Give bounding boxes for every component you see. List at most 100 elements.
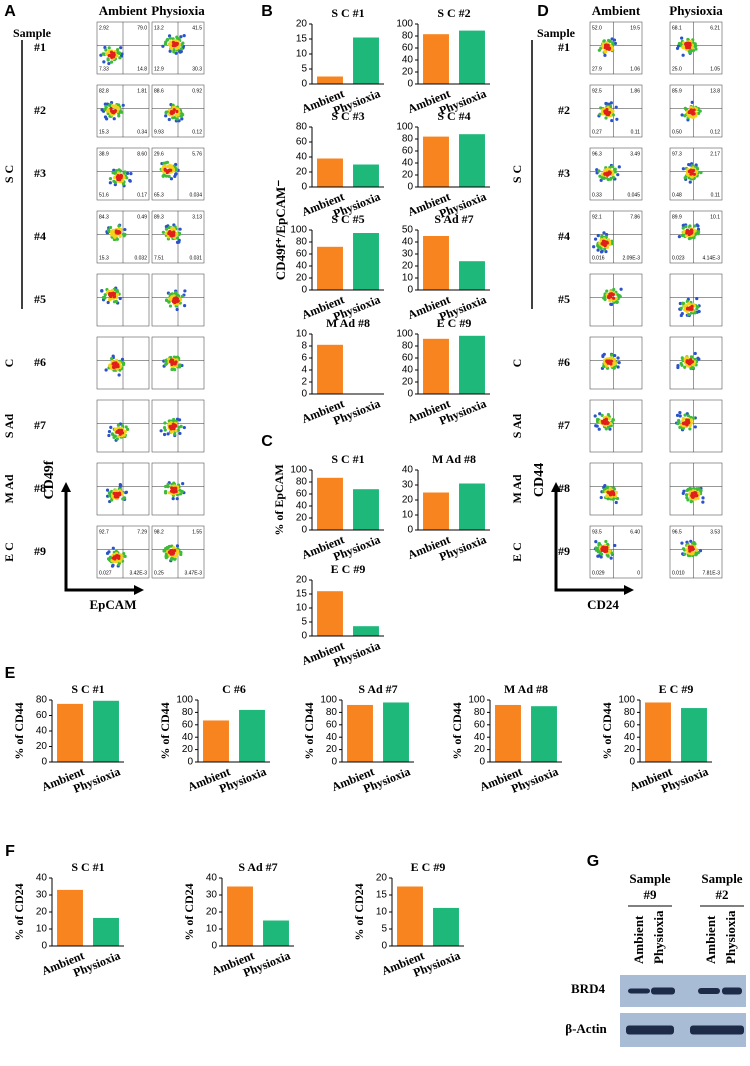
quadrant-value: 7.86 bbox=[630, 214, 640, 220]
flow-dot bbox=[175, 117, 179, 121]
flow-frame bbox=[669, 273, 723, 327]
flow-dot bbox=[173, 367, 177, 372]
flow-plot bbox=[669, 462, 723, 516]
flow-dot bbox=[174, 298, 178, 302]
y-tick-label: 10 bbox=[402, 273, 414, 284]
flow-dot bbox=[690, 100, 694, 104]
quadrant-value: 15.3 bbox=[99, 129, 109, 135]
y-tick-label: 100 bbox=[396, 122, 413, 133]
y-tick-label: 20 bbox=[296, 273, 308, 284]
y-tick-label: 20 bbox=[296, 167, 308, 178]
flow-dot bbox=[167, 174, 171, 179]
quadrant-value: 0.92 bbox=[192, 88, 202, 94]
flow-dot bbox=[169, 355, 173, 360]
quadrant-value: 0 bbox=[637, 570, 640, 576]
flow-plot: 68.1 6.21 25.0 1.05 bbox=[669, 21, 723, 75]
flow-dot bbox=[603, 247, 607, 251]
y-tick-label: 10 bbox=[296, 603, 308, 614]
flow-plot bbox=[151, 462, 205, 516]
flow-dot bbox=[111, 546, 115, 550]
bar bbox=[353, 37, 379, 84]
flow-dot bbox=[684, 493, 689, 497]
flow-dot bbox=[115, 492, 119, 497]
y-tick-label: 30 bbox=[206, 890, 218, 901]
flow-dot bbox=[596, 234, 600, 238]
y-tick-label: 0 bbox=[41, 757, 47, 768]
chart-title: S C #1 bbox=[71, 682, 104, 696]
flow-dot bbox=[177, 425, 181, 429]
y-tick-label: 50 bbox=[402, 225, 414, 236]
flow-dot bbox=[106, 57, 110, 61]
sample-header: Sample bbox=[13, 26, 52, 40]
bar bbox=[353, 164, 379, 187]
flow-dot bbox=[606, 110, 610, 114]
flow-dot bbox=[178, 431, 182, 436]
flow-x-axis: EpCAM bbox=[90, 597, 137, 612]
bar bbox=[57, 889, 83, 946]
y-tick-label: 0 bbox=[301, 182, 307, 193]
bar bbox=[423, 34, 449, 84]
sample-label: #3 bbox=[558, 166, 570, 180]
flow-plot: 96.3 3.49 0.33 0.045 bbox=[589, 147, 643, 201]
group-label: S C bbox=[510, 165, 524, 183]
flow-plot: 89.9 10.1 0.023 4.14E-3 bbox=[669, 210, 723, 264]
flow-plot bbox=[589, 462, 643, 516]
flow-dot bbox=[108, 225, 113, 230]
flow-dot bbox=[692, 236, 696, 240]
y-tick-label: 40 bbox=[36, 726, 48, 737]
y-tick-label: 40 bbox=[402, 55, 414, 66]
flow-dot bbox=[111, 563, 115, 567]
flow-dot bbox=[168, 304, 173, 308]
flow-dot bbox=[602, 547, 607, 551]
quadrant-value: 68.1 bbox=[672, 25, 682, 31]
flow-plot bbox=[589, 336, 643, 390]
flow-dot bbox=[696, 111, 701, 115]
flow-dot bbox=[592, 245, 596, 249]
flow-x-axis: CD24 bbox=[587, 597, 619, 612]
flow-dot bbox=[121, 103, 125, 107]
flow-dot bbox=[613, 543, 617, 548]
chart-title: S C #3 bbox=[331, 109, 364, 123]
flow-dot bbox=[614, 500, 618, 505]
blot-band bbox=[628, 988, 650, 994]
chart-title: S C #2 bbox=[437, 6, 470, 20]
flow-dot bbox=[681, 44, 685, 48]
y-tick-label: 10 bbox=[402, 510, 414, 521]
flow-dot bbox=[602, 39, 606, 43]
flow-dot bbox=[682, 301, 686, 306]
y-tick-label: 40 bbox=[402, 465, 414, 476]
bar bbox=[459, 335, 485, 394]
lane-label: Ambient bbox=[631, 915, 646, 964]
bar bbox=[681, 708, 707, 762]
quadrant-value: 3.53 bbox=[710, 529, 720, 535]
flow-dot bbox=[594, 540, 598, 544]
flow-dot bbox=[693, 224, 697, 228]
blot-band bbox=[698, 988, 720, 994]
flow-dot bbox=[174, 172, 178, 176]
flow-dot bbox=[616, 293, 620, 297]
y-tick-label: 100 bbox=[618, 695, 635, 706]
flow-dot bbox=[175, 497, 179, 501]
flow-dot bbox=[164, 489, 168, 494]
y-tick-label: 0 bbox=[331, 757, 337, 768]
flow-dot bbox=[173, 432, 177, 436]
flow-dot bbox=[687, 313, 691, 317]
flow-dot bbox=[683, 552, 687, 556]
quadrant-value: 3.42E-3 bbox=[129, 570, 147, 576]
flow-dot bbox=[115, 555, 119, 559]
flow-plot: 82.8 1.81 15.3 0.34 bbox=[96, 84, 150, 138]
chart-title: E C #9 bbox=[411, 860, 446, 874]
y-tick-label: 80 bbox=[624, 707, 636, 718]
flow-dot bbox=[103, 293, 107, 297]
flow-dot bbox=[114, 105, 118, 109]
bar bbox=[347, 704, 373, 762]
quadrant-value: 93.5 bbox=[592, 529, 602, 535]
flow-dot bbox=[613, 167, 617, 171]
flow-dot bbox=[679, 361, 683, 366]
flow-dot bbox=[121, 497, 125, 501]
flow-dot bbox=[163, 42, 168, 46]
flow-dot bbox=[606, 494, 610, 498]
flow-dot bbox=[611, 296, 616, 300]
y-tick-label: 20 bbox=[36, 741, 48, 752]
flow-dot bbox=[681, 167, 685, 171]
